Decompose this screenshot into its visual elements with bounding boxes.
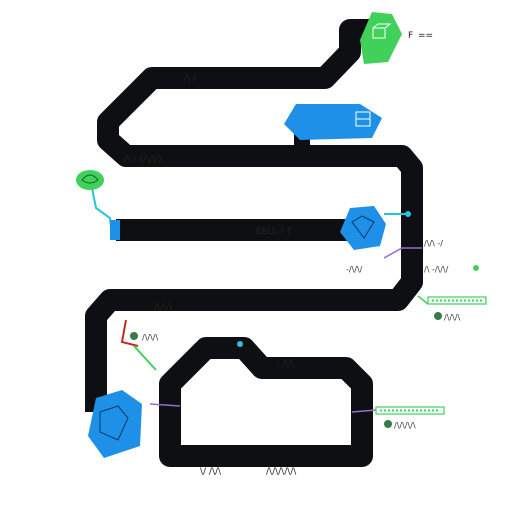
mid-branch-blue-cap xyxy=(110,220,120,240)
purple-right-line xyxy=(383,247,422,259)
purple-lower-line xyxy=(149,403,181,407)
top-green-node[interactable] xyxy=(360,12,402,64)
label-right-1: /\/\ -/ xyxy=(424,239,443,248)
red-left-line xyxy=(120,319,139,347)
label-lower-left: /\/\/) xyxy=(154,303,173,313)
label-right-4: /\/\/\ xyxy=(444,313,460,322)
right-bar-upper xyxy=(427,296,487,305)
label-top-right-a: F xyxy=(408,31,413,41)
green-left-line xyxy=(91,187,113,237)
cube-icon xyxy=(99,405,129,441)
purple-right-lower-line xyxy=(351,409,377,413)
label-loop-top: - /\/\ xyxy=(276,359,295,369)
cube-icon xyxy=(351,215,375,239)
label-right-2: -/\/\/ xyxy=(346,265,363,274)
label-bottom-a: \/ /\/\ xyxy=(200,467,222,477)
cyan-dot xyxy=(405,211,411,217)
label-mid-track: EELL-/ T xyxy=(256,227,292,237)
green-lower-line xyxy=(133,345,157,371)
lower-loop xyxy=(159,337,373,467)
status-dot-lower-left xyxy=(130,332,138,340)
right-bar-lower xyxy=(375,406,445,415)
status-dot-lower-right xyxy=(384,420,392,428)
label-right-5: /\/\/\/\ xyxy=(394,421,416,430)
mid-blue-node[interactable] xyxy=(340,206,386,250)
box-icon xyxy=(355,111,371,127)
main-track xyxy=(85,19,423,412)
label-right-3: /\ -/\/\/ xyxy=(424,265,449,274)
cube-icon xyxy=(372,23,392,39)
loop-dot xyxy=(237,341,243,347)
label-lower-left-b: /\/\/\ xyxy=(142,333,158,342)
green-right-line xyxy=(417,295,429,305)
label-upper-track: /\ / xyxy=(184,73,197,83)
leaf-icon xyxy=(81,174,99,184)
label-bottom-b: /\/\/\/\/\ xyxy=(266,467,297,477)
status-dot-right xyxy=(434,312,442,320)
label-top-right-b: == xyxy=(418,31,433,41)
label-second-track: /\ r (/\/\/) xyxy=(124,155,162,165)
left-green-node[interactable] xyxy=(76,170,104,190)
status-dot-right-green xyxy=(473,265,479,271)
top-blue-node[interactable] xyxy=(284,104,382,140)
bottom-blue-node[interactable] xyxy=(88,390,142,458)
